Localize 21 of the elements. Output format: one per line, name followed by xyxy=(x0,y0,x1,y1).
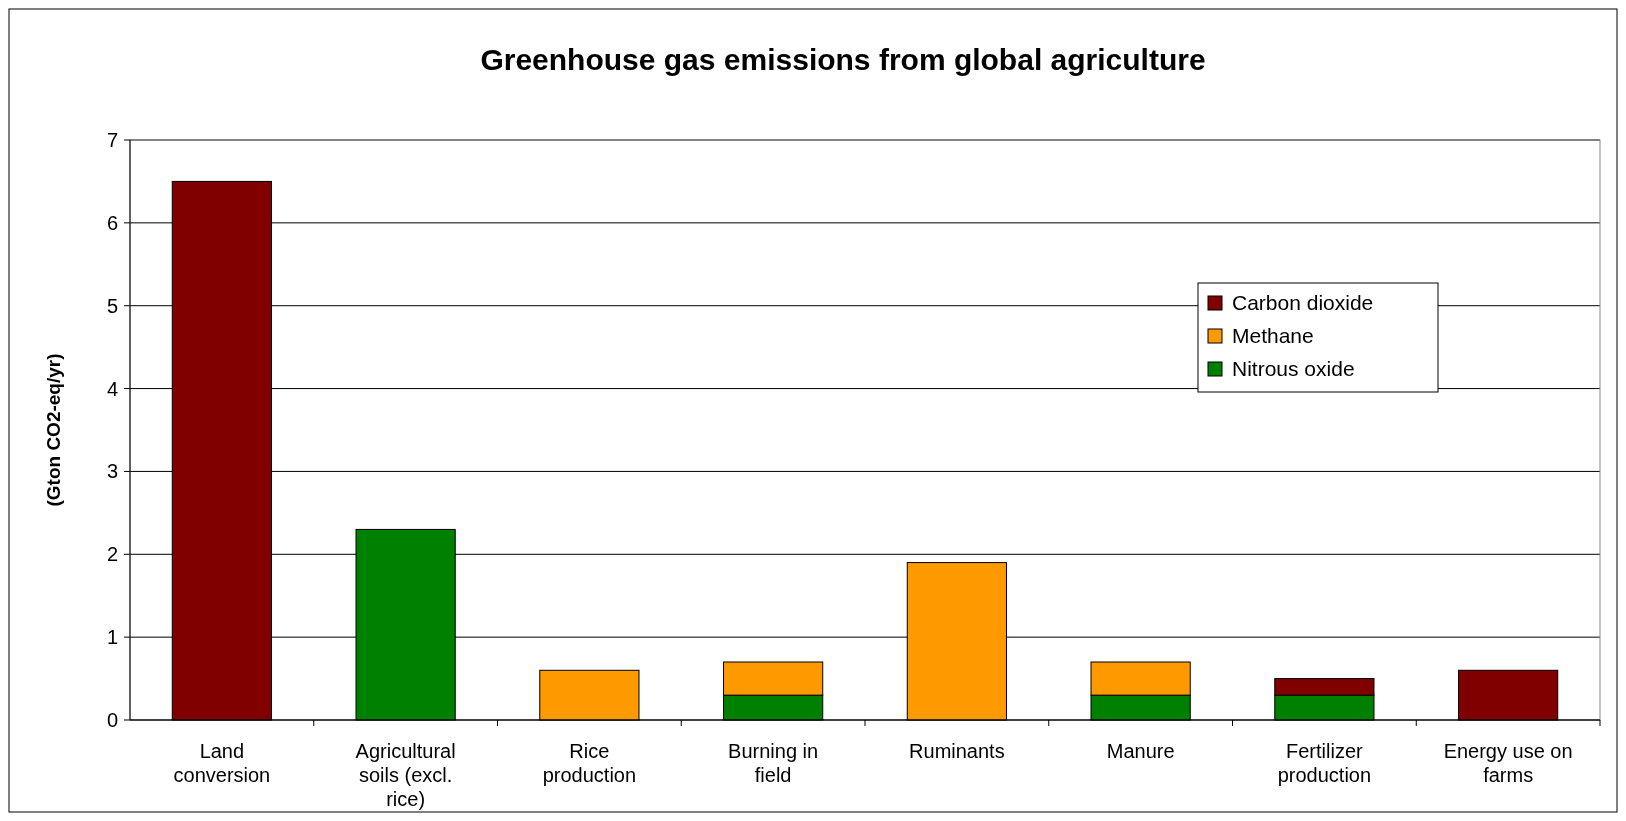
legend-label: Methane xyxy=(1232,324,1314,348)
legend-label: Carbon dioxide xyxy=(1232,291,1374,315)
y-tick-label: 7 xyxy=(106,129,118,151)
y-tick-label: 5 xyxy=(106,294,118,317)
x-tick-label: Manure xyxy=(1106,740,1175,762)
x-tick-label: Burning in field xyxy=(728,740,819,786)
y-tick-label: 4 xyxy=(106,377,118,400)
x-tick-label: Energy use on farms xyxy=(1443,740,1573,786)
y-tick-label: 1 xyxy=(106,626,118,649)
y-tick-label: 6 xyxy=(106,211,118,234)
legend-label: Nitrous oxide xyxy=(1232,357,1355,381)
x-tick-label: Ruminants xyxy=(909,740,1005,762)
y-tick-label: 2 xyxy=(106,543,118,566)
x-tick-label: Fertilizer production xyxy=(1277,740,1372,786)
y-axis-title: (Gton CO2-eq/yr) xyxy=(43,353,64,507)
y-tick-label: 0 xyxy=(106,709,118,731)
x-tick-label: Land conversion xyxy=(173,740,271,786)
x-tick-label: Rice production xyxy=(542,740,637,786)
y-tick-label: 3 xyxy=(106,460,118,483)
chart-title: Greenhouse gas emissions from global agriculture xyxy=(480,43,1206,76)
x-tick-label: Agricultural soils (excl. rice) xyxy=(355,740,456,810)
